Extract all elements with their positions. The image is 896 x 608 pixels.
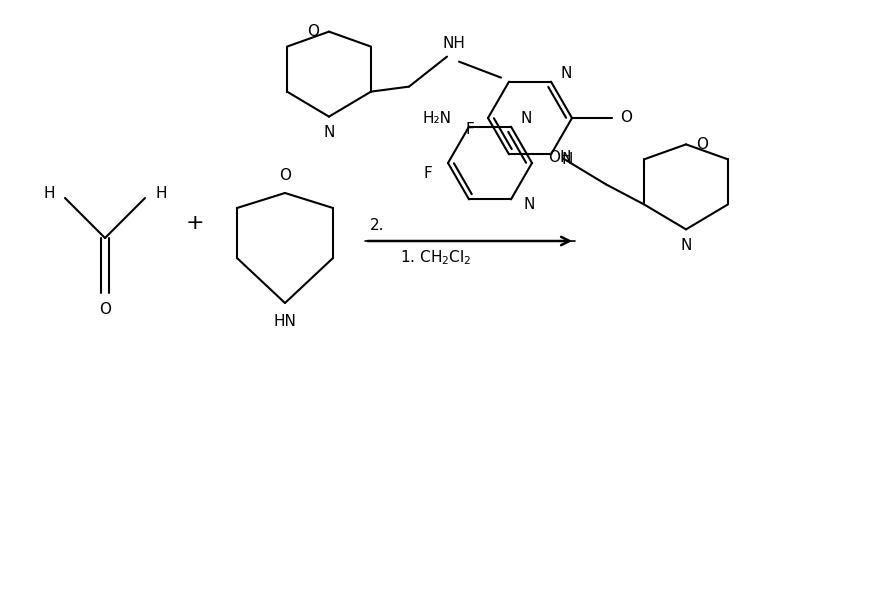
Text: O: O <box>279 167 291 182</box>
Text: N: N <box>560 66 572 81</box>
Text: F: F <box>424 165 433 181</box>
Text: N: N <box>521 111 531 126</box>
Text: +: + <box>185 213 204 233</box>
Text: OH: OH <box>548 151 572 165</box>
Text: O: O <box>307 24 319 39</box>
Text: 1. CH$_2$Cl$_2$: 1. CH$_2$Cl$_2$ <box>400 249 471 268</box>
Text: 2.: 2. <box>370 218 384 232</box>
Text: N: N <box>323 125 335 140</box>
Text: H: H <box>43 185 55 201</box>
Text: H: H <box>155 185 167 201</box>
Text: O: O <box>99 303 111 317</box>
Text: H₂N: H₂N <box>423 111 452 126</box>
Text: N: N <box>523 197 535 212</box>
Text: N: N <box>561 152 573 167</box>
Text: N: N <box>680 238 692 253</box>
Text: O: O <box>696 137 708 152</box>
Text: HN: HN <box>273 314 297 328</box>
Text: NH: NH <box>443 36 465 51</box>
Text: O: O <box>620 111 632 125</box>
Text: F: F <box>466 122 474 137</box>
